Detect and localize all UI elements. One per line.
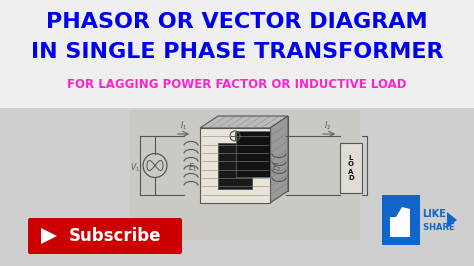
Bar xyxy=(218,143,252,189)
Bar xyxy=(236,131,270,177)
Bar xyxy=(390,217,410,237)
Bar xyxy=(0,108,474,266)
Bar xyxy=(200,128,270,203)
Text: & SHARE: & SHARE xyxy=(413,223,455,232)
Text: $I_1$: $I_1$ xyxy=(181,119,188,131)
FancyBboxPatch shape xyxy=(28,218,182,254)
Text: $V_1$: $V_1$ xyxy=(130,161,140,174)
Text: FOR LAGGING POWER FACTOR OR INDUCTIVE LOAD: FOR LAGGING POWER FACTOR OR INDUCTIVE LO… xyxy=(67,77,407,90)
Polygon shape xyxy=(390,207,410,217)
Bar xyxy=(130,110,360,240)
Polygon shape xyxy=(200,116,288,128)
Polygon shape xyxy=(447,212,457,228)
Polygon shape xyxy=(270,116,288,203)
Bar xyxy=(340,143,362,193)
Polygon shape xyxy=(218,116,288,191)
Text: PHASOR OR VECTOR DIAGRAM: PHASOR OR VECTOR DIAGRAM xyxy=(46,12,428,32)
Text: Subscribe: Subscribe xyxy=(69,227,161,245)
Text: $E_1$: $E_1$ xyxy=(188,161,198,174)
Bar xyxy=(382,195,420,245)
Text: L
O
A
D: L O A D xyxy=(348,155,354,181)
Text: $E_2$: $E_2$ xyxy=(272,161,282,174)
Text: $I_2$: $I_2$ xyxy=(324,119,332,131)
Bar xyxy=(0,0,474,108)
Text: IN SINGLE PHASE TRANSFORMER: IN SINGLE PHASE TRANSFORMER xyxy=(31,42,443,62)
Polygon shape xyxy=(41,228,57,244)
Text: LIKE: LIKE xyxy=(422,209,446,219)
